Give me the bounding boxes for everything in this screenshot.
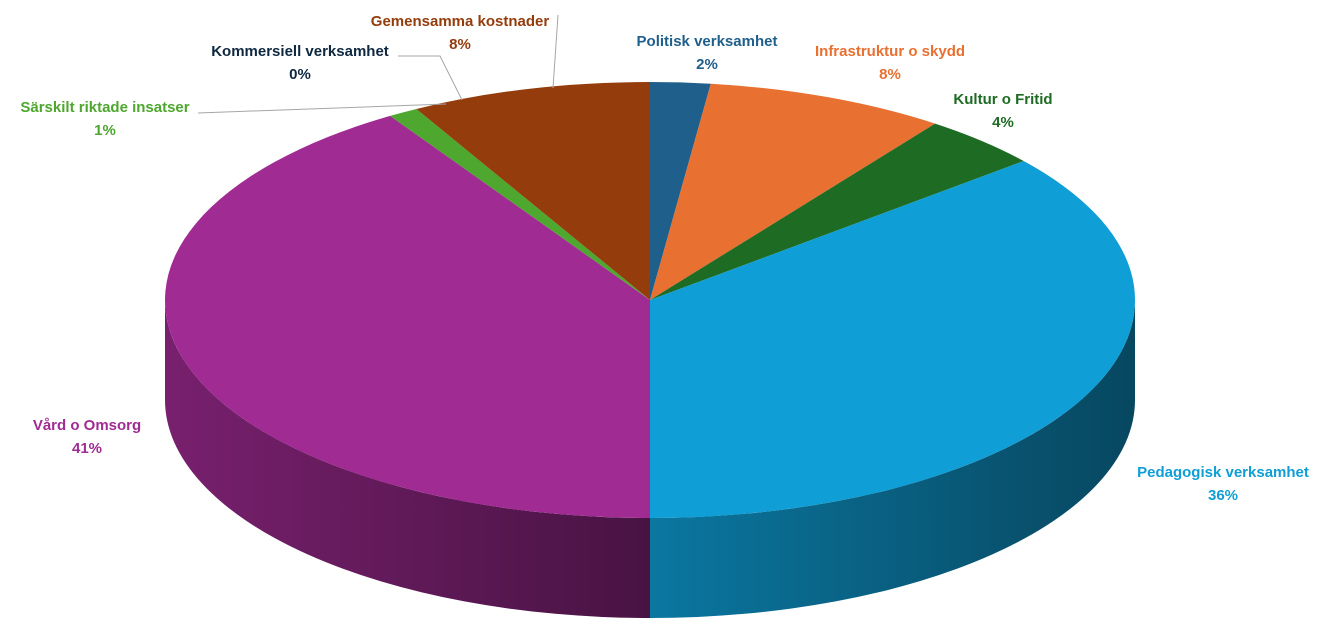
pie-side xyxy=(650,300,1135,618)
slice-label: Kommersiell verksamhet xyxy=(211,43,389,60)
slice-value: 2% xyxy=(696,56,718,73)
leader-line xyxy=(197,103,447,114)
pie-slice xyxy=(650,161,1135,518)
pie-slice xyxy=(650,82,711,300)
slice-value: 0% xyxy=(289,66,311,83)
slice-value: 8% xyxy=(449,36,471,53)
pie-slice xyxy=(650,123,1024,300)
slice-value: 8% xyxy=(879,66,901,83)
slice-label: Politisk verksamhet xyxy=(637,33,778,50)
slice-value: 4% xyxy=(992,114,1014,131)
slice-label: Särskilt riktade insatser xyxy=(20,99,189,116)
slice-value: 1% xyxy=(94,122,116,139)
leader-line xyxy=(398,55,463,101)
leader-lines xyxy=(197,14,559,114)
slice-value: 36% xyxy=(1208,487,1238,504)
slice-label: Kultur o Fritid xyxy=(953,91,1052,108)
slice-value: 41% xyxy=(72,440,102,457)
pie-slice xyxy=(416,82,650,300)
slice-label: Vård o Omsorg xyxy=(33,417,141,434)
slice-label: Infrastruktur o skydd xyxy=(815,43,965,60)
pie-side xyxy=(165,300,650,618)
leader-line xyxy=(552,14,559,89)
pie-tops xyxy=(165,82,1135,518)
labels: Politisk verksamhet 2% Infrastruktur o sky… xyxy=(20,13,1309,504)
pie-sides xyxy=(165,300,1135,618)
pie-slice xyxy=(165,115,651,518)
pie-slice xyxy=(650,83,936,300)
pie-slice xyxy=(390,108,650,300)
slice-label: Gemensamma kostnader xyxy=(371,13,550,30)
slice-label: Pedagogisk verksamhet xyxy=(1137,464,1309,481)
pie-slice xyxy=(416,108,650,300)
